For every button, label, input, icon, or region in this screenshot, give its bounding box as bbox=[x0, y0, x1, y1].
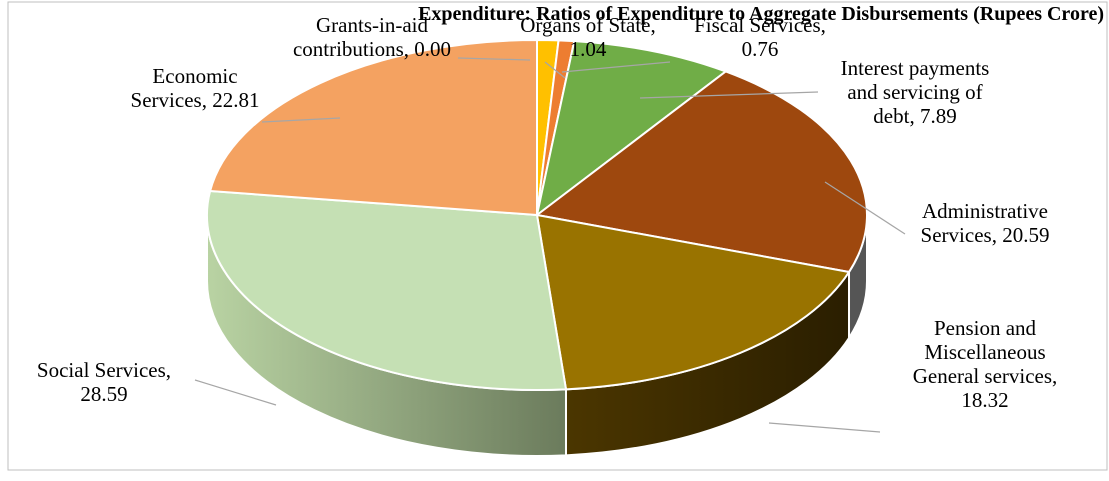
data-label-interest-payments-and-servicing-of-debt: Interest payments and servicing of debt, 7… bbox=[841, 56, 990, 128]
pie-slices bbox=[206, 38, 868, 391]
leader-line-economic-services bbox=[261, 117, 341, 123]
data-label-line: General services, bbox=[913, 364, 1058, 388]
data-label-grants-in-aid-contributions: Grants-in-aid contributions, 0.00 bbox=[293, 13, 451, 61]
data-labels: Grants-in-aid contributions, 0.00 Organs o… bbox=[37, 3, 1104, 412]
data-label-line: 1.04 bbox=[570, 37, 607, 61]
leader-line-fiscal-services bbox=[561, 61, 671, 73]
data-label-line: Social Services, bbox=[37, 358, 171, 382]
data-label-social-services: Social Services, 28.59 bbox=[37, 358, 171, 406]
leader-line-interest-payments-and-servicing-of-debt bbox=[639, 91, 819, 99]
leader-line-social-services bbox=[194, 379, 277, 406]
data-label-line: Fiscal Services, bbox=[694, 13, 826, 37]
data-label-line: Services, 20.59 bbox=[921, 223, 1050, 247]
pie-slice-administrative-services bbox=[534, 70, 868, 274]
leader-line-grants-in-aid-contributions bbox=[457, 57, 531, 61]
leader-lines bbox=[194, 57, 906, 433]
data-label-line: Interest payments bbox=[841, 56, 990, 80]
leader-line-organs-of-state bbox=[544, 61, 566, 79]
data-label-organs-of-state: Organs of State, 1.04 bbox=[520, 13, 656, 61]
data-label-administrative-services: Administrative Services, 20.59 bbox=[921, 199, 1050, 247]
data-label-line: Grants-in-aid bbox=[316, 13, 428, 37]
data-label-pension-and-miscellaneous-general-services: Pension and Miscellaneous General services… bbox=[913, 316, 1058, 412]
data-label-line: Organs of State, bbox=[520, 13, 656, 37]
pie-slice-economic-services bbox=[208, 38, 538, 217]
leader-line-administrative-services bbox=[824, 181, 906, 235]
data-label-line: Miscellaneous bbox=[924, 340, 1045, 364]
data-label-line: Economic bbox=[152, 64, 237, 88]
data-label-line: Services, 22.81 bbox=[131, 88, 260, 112]
data-label-line: 0.76 bbox=[742, 37, 779, 61]
data-label-fiscal-services: Fiscal Services, 0.76 bbox=[694, 13, 826, 61]
pie-slice-pension-and-miscellaneous-general-services bbox=[535, 213, 851, 391]
leader-line-pension-and-miscellaneous-general-services bbox=[768, 422, 881, 433]
chart-title: Expenditure: Ratios of Expenditure to Ag… bbox=[418, 3, 1104, 25]
data-label-line: contributions, 0.00 bbox=[293, 37, 451, 61]
data-label-line: Pension and bbox=[934, 316, 1037, 340]
data-label-line: debt, 7.89 bbox=[873, 104, 956, 128]
data-label-line: Administrative bbox=[922, 199, 1048, 223]
pie-slice-social-services bbox=[206, 189, 568, 391]
data-label-line: 28.59 bbox=[80, 382, 127, 406]
data-label-economic-services: Economic Services, 22.81 bbox=[131, 64, 260, 112]
data-label-line: 18.32 bbox=[961, 388, 1008, 412]
pie-slice-interest-payments-and-servicing-of-debt bbox=[535, 40, 728, 218]
chart-frame bbox=[7, 1, 1108, 471]
data-label-line: and servicing of bbox=[847, 80, 982, 104]
